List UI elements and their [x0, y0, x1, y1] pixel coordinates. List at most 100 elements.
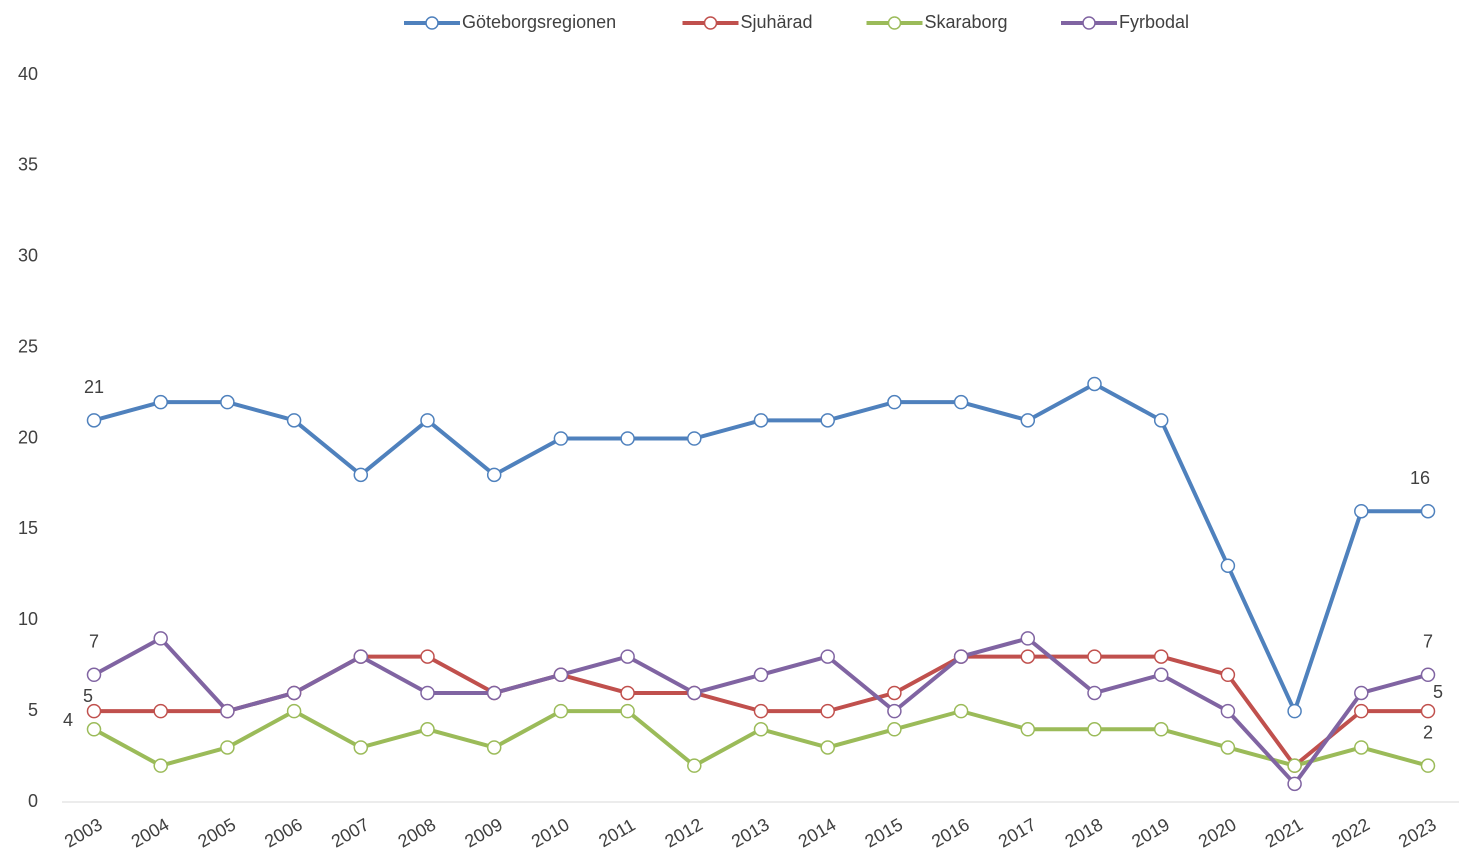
x-tick-label: 2022	[1328, 814, 1373, 851]
data-point	[420, 413, 435, 428]
x-tick-label: 2011	[595, 815, 639, 852]
x-tick-label: 2010	[528, 814, 573, 851]
data-point	[286, 685, 302, 701]
data-label: 5	[83, 686, 93, 706]
data-point	[153, 394, 168, 410]
x-tick-label: 2009	[461, 814, 506, 851]
data-point	[620, 649, 635, 664]
x-tick-label: 2008	[395, 814, 440, 851]
x-tick-label: 2012	[661, 814, 706, 851]
data-point	[420, 649, 435, 664]
x-tick-label: 2020	[1195, 814, 1240, 851]
y-tick-label: 35	[18, 155, 38, 175]
legend-item: Göteborgsregionen	[404, 12, 616, 32]
legend-label: Fyrbodal	[1119, 12, 1189, 32]
data-point	[1020, 722, 1036, 737]
data-point	[1287, 703, 1302, 719]
series-line	[93, 381, 1428, 714]
x-tick-label: 2005	[194, 814, 239, 851]
data-point	[1420, 503, 1436, 519]
data-point	[1153, 722, 1169, 737]
x-tick-label: 2003	[61, 814, 106, 851]
x-tick-label: 2013	[728, 814, 773, 851]
x-tick-label: 2017	[995, 814, 1040, 851]
data-point	[220, 703, 235, 719]
data-point	[887, 703, 902, 719]
y-tick-label: 40	[18, 64, 38, 84]
data-point	[753, 667, 769, 683]
legend-marker	[425, 16, 439, 30]
data-point	[153, 631, 168, 646]
data-point	[620, 685, 635, 701]
x-tick-label: 2016	[928, 814, 973, 851]
data-point	[353, 649, 369, 664]
data-point	[153, 758, 168, 773]
data-point	[1220, 667, 1236, 683]
x-tick-label: 2006	[261, 814, 306, 851]
data-point	[86, 413, 102, 428]
legend-item: Skaraborg	[866, 12, 1008, 32]
data-point	[86, 667, 102, 683]
data-point	[1087, 649, 1102, 664]
data-point	[953, 394, 969, 410]
x-tick-label: 2023	[1395, 814, 1440, 851]
data-point	[620, 431, 635, 446]
data-point	[887, 722, 902, 737]
legend-marker	[1082, 16, 1096, 30]
data-point	[1287, 758, 1302, 773]
data-point	[753, 413, 769, 428]
data-point	[1420, 758, 1436, 773]
data-point	[286, 413, 302, 428]
data-point	[353, 740, 369, 755]
data-point	[1020, 631, 1036, 646]
series-line	[93, 709, 1429, 768]
y-tick-label: 20	[18, 427, 38, 447]
data-point	[420, 722, 435, 737]
data-point	[1153, 413, 1169, 428]
data-point	[1153, 649, 1169, 664]
data-point	[1220, 558, 1236, 573]
y-tick-label: 30	[18, 246, 38, 266]
x-tick-label: 2015	[861, 814, 906, 851]
data-point	[1087, 376, 1102, 392]
y-tick-label: 0	[28, 791, 38, 811]
data-label: 7	[89, 632, 99, 652]
data-point	[286, 703, 302, 719]
x-tick-label: 2021	[1262, 814, 1307, 851]
legend-marker	[703, 16, 718, 30]
data-point	[1420, 703, 1436, 719]
data-point	[1287, 776, 1302, 792]
legend-marker	[887, 16, 902, 30]
data-point	[753, 722, 769, 737]
data-point	[1354, 685, 1369, 701]
data-point	[420, 685, 435, 701]
data-label: 21	[84, 377, 104, 397]
data-point	[553, 431, 569, 446]
data-point	[353, 467, 369, 483]
data-point	[1087, 722, 1102, 737]
data-point	[1153, 667, 1169, 683]
data-point	[687, 685, 702, 701]
data-point	[153, 703, 168, 719]
data-point	[620, 703, 635, 719]
data-point	[1087, 685, 1102, 701]
y-tick-label: 10	[18, 609, 38, 629]
legend-item: Fyrbodal	[1061, 12, 1189, 32]
data-point	[1020, 649, 1036, 664]
data-point	[1020, 413, 1036, 428]
data-point	[220, 740, 235, 755]
y-tick-label: 15	[18, 518, 38, 538]
data-point	[820, 740, 835, 755]
data-point	[486, 740, 502, 755]
data-label: 7	[1423, 632, 1433, 652]
y-tick-label: 25	[18, 336, 38, 356]
x-tick-label: 2019	[1128, 814, 1173, 851]
legend-item: Sjuhärad	[682, 12, 813, 32]
data-point	[887, 394, 902, 410]
data-point	[553, 667, 569, 683]
legend-label: Göteborgsregionen	[462, 12, 616, 32]
x-tick-label: 2007	[328, 814, 373, 851]
data-point	[1354, 703, 1369, 719]
data-label: 4	[63, 710, 73, 730]
